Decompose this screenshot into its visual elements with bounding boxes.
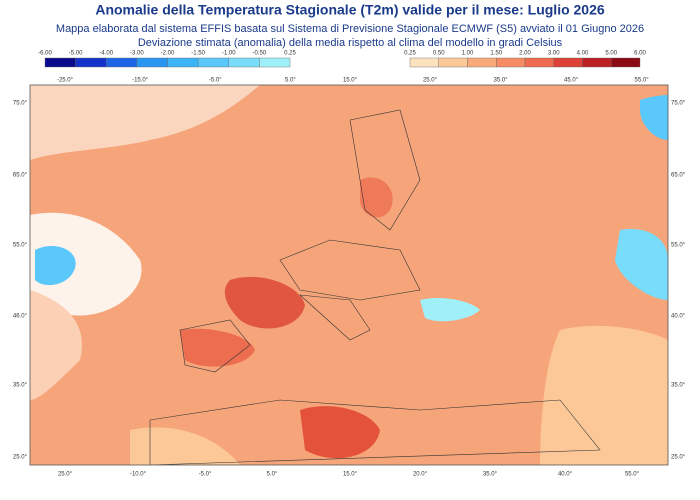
legend-label: 0.25 bbox=[404, 51, 416, 57]
legend-label: 4.00 bbox=[577, 51, 589, 57]
lon-label: -5.0° bbox=[199, 472, 212, 478]
legend-bottom-label: 35.0° bbox=[493, 78, 508, 84]
lon-label: 15.0° bbox=[343, 472, 358, 478]
legend-label: -6.00 bbox=[38, 51, 52, 57]
lat-label: 55.0° bbox=[13, 243, 28, 249]
color-swatch bbox=[259, 57, 291, 68]
lat-label: 25.0° bbox=[13, 455, 28, 461]
legend-label: -3.00 bbox=[130, 51, 144, 57]
color-swatch bbox=[197, 57, 229, 68]
lat-label: 40.0° bbox=[671, 314, 686, 320]
legend-label: -2.00 bbox=[161, 51, 175, 57]
color-swatch bbox=[409, 57, 439, 68]
lat-label: 55.0° bbox=[671, 243, 686, 249]
description: Deviazione stimata (anomalia) della medi… bbox=[138, 37, 563, 49]
color-swatch bbox=[75, 57, 107, 68]
color-swatch bbox=[44, 57, 76, 68]
lon-label: 55.0° bbox=[625, 472, 640, 478]
map: 15.0° bbox=[29, 78, 669, 466]
lat-label: 25.0° bbox=[671, 455, 686, 461]
legend-bottom-label: 25.0° bbox=[423, 78, 438, 84]
lat-label: 65.0° bbox=[671, 173, 686, 179]
legend-label: -1.50 bbox=[191, 51, 205, 57]
lat-label: 46.0° bbox=[13, 314, 28, 320]
legend-label: 5.00 bbox=[605, 51, 617, 57]
legend-bottom-label: 55.0° bbox=[635, 78, 650, 84]
color-swatch bbox=[553, 57, 583, 68]
legend-bottom-label: -15.0° bbox=[132, 78, 149, 84]
legend-label: -5.00 bbox=[69, 51, 83, 57]
lon-label: 20.0° bbox=[413, 472, 428, 478]
subtitle: Mappa elaborata dal sistema EFFIS basata… bbox=[56, 23, 644, 35]
lon-label: -10.0° bbox=[130, 472, 147, 478]
color-swatch bbox=[524, 57, 554, 68]
title: Anomalie della Temperatura Stagionale (T… bbox=[95, 2, 605, 18]
legend-label: 1.00 bbox=[462, 51, 474, 57]
legend-bottom-label: -5.0° bbox=[209, 78, 222, 84]
legend-label: -4.00 bbox=[99, 51, 113, 57]
legend-label: 0.25 bbox=[284, 51, 296, 57]
legend-label: -0.50 bbox=[253, 51, 267, 57]
legend-label: 1.50 bbox=[490, 51, 502, 57]
color-swatch bbox=[467, 57, 497, 68]
legend-bottom-label: -25.0° bbox=[57, 78, 74, 84]
lat-label: 35.0° bbox=[13, 383, 28, 389]
lat-label: 65.0° bbox=[13, 173, 28, 179]
color-swatch bbox=[496, 57, 526, 68]
legend-label: 0.50 bbox=[433, 51, 445, 57]
lon-label: 15.0° bbox=[343, 78, 358, 84]
color-swatch bbox=[106, 57, 138, 68]
lat-label: 35.0° bbox=[671, 383, 686, 389]
legend-label: 6.00 bbox=[634, 51, 646, 57]
lat-label: 75.0° bbox=[671, 101, 686, 107]
legend-label: 3.00 bbox=[548, 51, 560, 57]
lat-label: 75.0° bbox=[13, 101, 28, 107]
legend-bottom-label: 45.0° bbox=[564, 78, 579, 84]
color-swatch bbox=[611, 57, 641, 68]
color-swatch bbox=[136, 57, 168, 68]
color-swatch bbox=[438, 57, 468, 68]
lon-label: 35.0° bbox=[483, 472, 498, 478]
color-swatch bbox=[228, 57, 260, 68]
legend-label: 2.00 bbox=[519, 51, 531, 57]
lon-label: 40.0° bbox=[558, 472, 573, 478]
legend-label: -1.00 bbox=[222, 51, 236, 57]
lon-label: 25.0° bbox=[58, 472, 73, 478]
legends: -6.00 -5.00 -4.00 -3.00 -2.00 -1.50 -1.00 -0.50… bbox=[38, 51, 649, 84]
color-swatch bbox=[167, 57, 199, 68]
color-swatch bbox=[582, 57, 612, 68]
legend-bottom-label: 5.0° bbox=[285, 78, 296, 84]
lon-label: 5.0° bbox=[267, 472, 278, 478]
